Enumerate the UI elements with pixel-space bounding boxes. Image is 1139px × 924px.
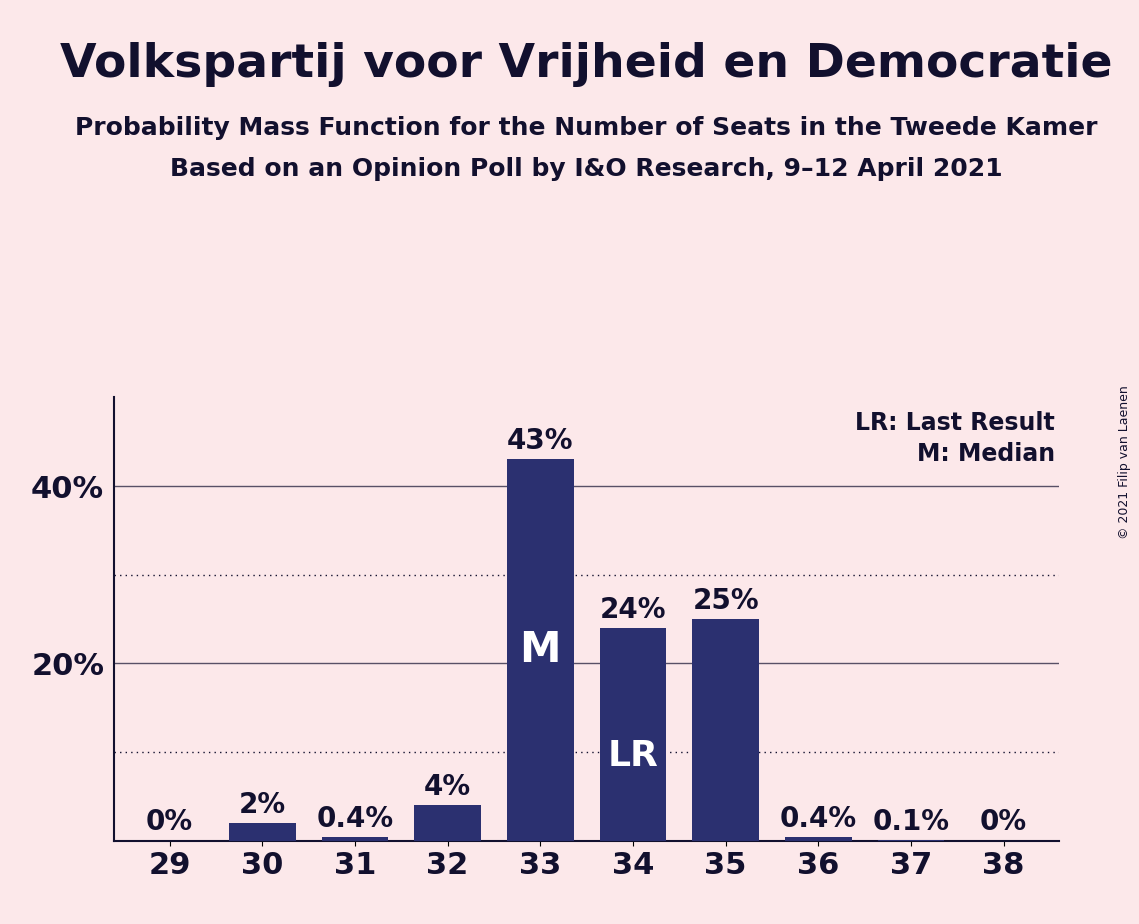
- Bar: [785, 837, 852, 841]
- Text: LR: LR: [607, 738, 658, 772]
- Bar: [229, 823, 295, 841]
- Text: © 2021 Filip van Laenen: © 2021 Filip van Laenen: [1118, 385, 1131, 539]
- Text: LR: Last Result: LR: Last Result: [855, 410, 1055, 434]
- Bar: [507, 459, 574, 841]
- Text: 0%: 0%: [146, 808, 194, 836]
- Text: Probability Mass Function for the Number of Seats in the Tweede Kamer: Probability Mass Function for the Number…: [75, 116, 1098, 140]
- Bar: [415, 806, 481, 841]
- Text: 43%: 43%: [507, 427, 574, 455]
- Text: 25%: 25%: [693, 587, 759, 614]
- Bar: [599, 628, 666, 841]
- Text: 0%: 0%: [980, 808, 1027, 836]
- Text: 0.4%: 0.4%: [317, 805, 393, 833]
- Text: M: Median: M: Median: [917, 442, 1055, 466]
- Text: Based on an Opinion Poll by I&O Research, 9–12 April 2021: Based on an Opinion Poll by I&O Research…: [170, 157, 1003, 181]
- Text: 0.1%: 0.1%: [872, 808, 950, 835]
- Bar: [693, 619, 759, 841]
- Text: M: M: [519, 629, 562, 671]
- Bar: [321, 837, 388, 841]
- Text: 0.4%: 0.4%: [780, 805, 857, 833]
- Text: 2%: 2%: [239, 791, 286, 819]
- Text: Volkspartij voor Vrijheid en Democratie: Volkspartij voor Vrijheid en Democratie: [60, 42, 1113, 87]
- Text: 24%: 24%: [599, 595, 666, 624]
- Text: 4%: 4%: [424, 772, 472, 801]
